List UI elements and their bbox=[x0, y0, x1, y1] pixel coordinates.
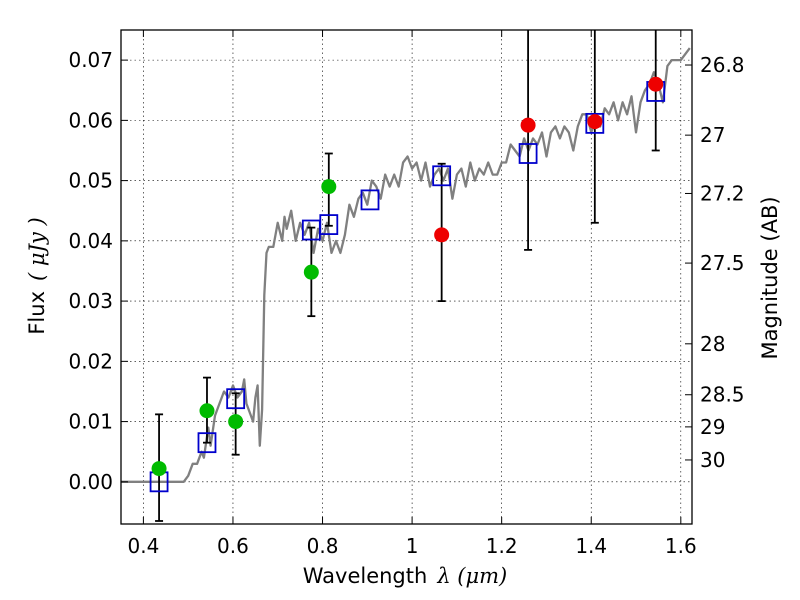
error-bars bbox=[155, 30, 660, 522]
y-tick-label: 0.07 bbox=[68, 48, 113, 72]
model-photometry-point bbox=[197, 432, 217, 454]
x-tick-label: 1.2 bbox=[486, 534, 518, 558]
model-photometry-point bbox=[585, 112, 605, 134]
y-axis-label: Flux( μJy ) bbox=[25, 217, 49, 334]
magnitude-axis-label: Magnitude (AB) bbox=[758, 196, 782, 359]
y-axis: 0.00 0.01 0.02 0.03 0.04 0.05 0.06 0.07 bbox=[68, 48, 128, 494]
y-tick-label: 0.05 bbox=[68, 169, 113, 193]
magnitude-axis: 26.8 27 27.2 27.5 28 28.5 29 30 bbox=[685, 53, 745, 472]
x-tick-label: 1 bbox=[406, 534, 419, 558]
y-tick-label: 0.03 bbox=[68, 289, 113, 313]
grid-lines bbox=[121, 30, 692, 524]
x-tick-label: 1.6 bbox=[665, 534, 697, 558]
observed-flux-point bbox=[587, 114, 603, 130]
x-axis-label: Wavelength λ (μm) bbox=[303, 564, 508, 588]
model-photometry-point bbox=[226, 388, 246, 410]
data-markers bbox=[149, 76, 666, 493]
y-tick-label: 0.06 bbox=[68, 108, 113, 132]
y-tick-label: 0.00 bbox=[68, 470, 113, 494]
x-tick-label: 0.6 bbox=[217, 534, 249, 558]
observed-flux-point bbox=[520, 117, 536, 133]
y-tick-label: 0.02 bbox=[68, 349, 113, 373]
observed-flux-point bbox=[434, 227, 450, 243]
x-tick-label: 0.4 bbox=[127, 534, 159, 558]
magnitude-tick-label: 29 bbox=[700, 415, 725, 439]
observed-flux-point bbox=[199, 403, 215, 419]
plot-frame bbox=[120, 29, 693, 525]
observed-flux-point bbox=[321, 179, 337, 195]
observed-flux-point bbox=[151, 461, 167, 477]
magnitude-tick-label: 27.2 bbox=[700, 181, 745, 205]
observed-flux-point bbox=[648, 76, 664, 92]
magnitude-tick-label: 28 bbox=[700, 332, 725, 356]
y-tick-label: 0.01 bbox=[68, 410, 113, 434]
x-axis: 0.4 0.6 0.8 1 1.2 1.4 1.6 bbox=[127, 30, 697, 558]
x-tick-label: 1.4 bbox=[575, 534, 607, 558]
y-tick-label: 0.04 bbox=[68, 229, 113, 253]
magnitude-tick-label: 27.5 bbox=[700, 251, 745, 275]
x-tick-label: 0.8 bbox=[307, 534, 339, 558]
model-photometry-point bbox=[319, 214, 339, 235]
magnitude-tick-label: 26.8 bbox=[700, 53, 745, 77]
magnitude-tick-label: 28.5 bbox=[700, 383, 745, 407]
observed-flux-point bbox=[228, 414, 244, 430]
model-photometry-point bbox=[432, 165, 452, 187]
model-photometry-point bbox=[518, 143, 538, 164]
observed-flux-point bbox=[303, 264, 319, 280]
model-photometry-point bbox=[360, 189, 380, 211]
magnitude-tick-label: 30 bbox=[700, 448, 725, 472]
magnitude-tick-label: 27 bbox=[700, 123, 725, 147]
